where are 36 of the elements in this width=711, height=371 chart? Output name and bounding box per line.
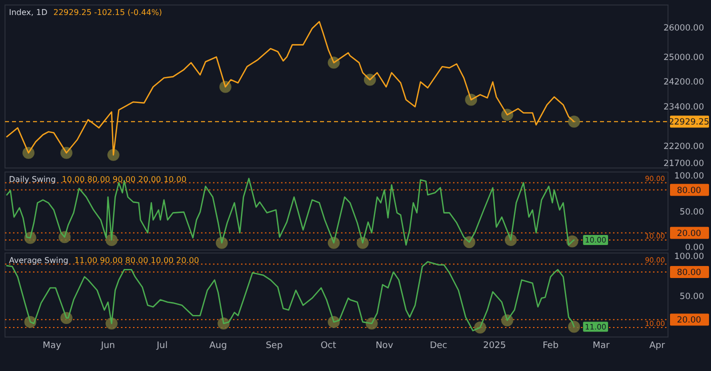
- ref-line-label: 20.00: [676, 316, 702, 326]
- y-tick-label: 50.00: [680, 207, 704, 218]
- y-tick-label: 24200.00: [663, 77, 704, 88]
- x-tick-label: Aug: [209, 341, 227, 351]
- y-tick-label: 21700.00: [663, 158, 704, 169]
- chart-subtitle: 22929.25 -102.15 (-0.44%): [53, 8, 162, 17]
- chart-title: Index, 1D: [9, 8, 48, 17]
- chart-title: Average Swing: [9, 256, 68, 265]
- x-tick-label: Nov: [376, 341, 394, 351]
- x-tick-label: Feb: [542, 341, 559, 351]
- y-tick-label: 0.00: [685, 243, 704, 254]
- y-tick-label: 22200.00: [663, 142, 704, 152]
- x-tick-label: Jul: [156, 341, 168, 351]
- x-tick-label: Mar: [592, 341, 610, 351]
- point: [568, 320, 580, 333]
- y-tick-label: 23400.00: [663, 102, 704, 112]
- ref-line-label: 80.00: [676, 268, 702, 278]
- x-tick-label: Sep: [266, 341, 283, 351]
- x-tick-label: May: [42, 341, 62, 351]
- ref-line-label: 20.00: [676, 228, 702, 239]
- x-tick-label: Dec: [430, 341, 448, 351]
- y-tick-label: 100.00: [674, 252, 704, 262]
- y-tick-label: 50.00: [680, 292, 704, 302]
- y-tick-label: 25000.00: [663, 52, 704, 63]
- x-tick-label: Oct: [320, 341, 337, 351]
- chart-title: Daily Swing: [9, 175, 56, 184]
- chart-subtitle: 10.00 80.00 90.00 20.00 10.00: [62, 175, 186, 184]
- y-tick-label: 100.00: [674, 172, 704, 182]
- point: [568, 116, 580, 128]
- ref-line-label: 22929.25: [668, 118, 710, 128]
- x-tick-label: Jun: [100, 341, 116, 351]
- x-tick-label: 2025: [483, 341, 506, 351]
- x-tick-label: Apr: [649, 341, 666, 351]
- ref-line-label: 80.00: [676, 186, 702, 196]
- chart-subtitle: 11.00 90.00 80.00 10.00 20.00: [74, 256, 200, 265]
- y-tick-label: 26000.00: [663, 24, 704, 34]
